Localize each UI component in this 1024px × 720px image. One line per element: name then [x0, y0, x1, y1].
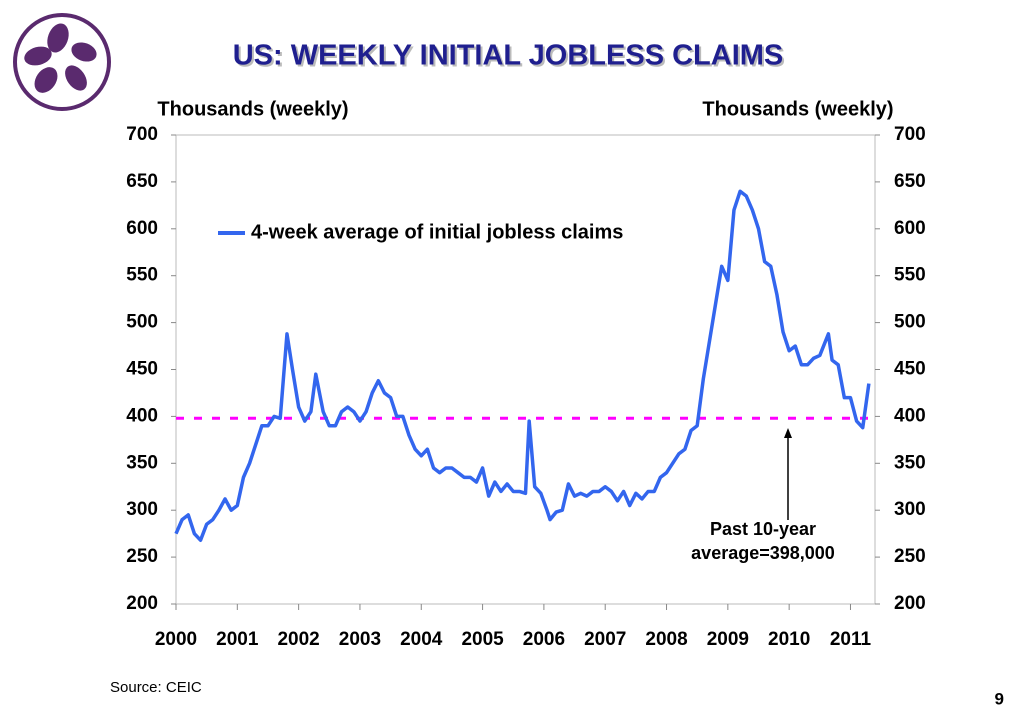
y2-tick-label: 350	[894, 452, 926, 473]
annotation: Past 10-year	[710, 519, 816, 539]
y-axis-label: Thousands (weekly)	[157, 98, 348, 120]
logo-flower	[24, 23, 97, 93]
x-tick-label: 2002	[277, 629, 319, 650]
y2-tick-label: 650	[894, 171, 926, 192]
x-tick-label: 2009	[707, 629, 749, 650]
y2-axis-label: Thousands (weekly)	[702, 98, 893, 120]
chart-title: US: WEEKLY INITIAL JOBLESS CLAIMS	[233, 40, 784, 72]
x-tick-label: 2010	[768, 629, 810, 650]
title-shadow: US: WEEKLY INITIAL JOBLESS CLAIMS	[235, 42, 786, 74]
y2-tick-label: 700	[894, 124, 926, 145]
y-tick-label: 350	[126, 452, 158, 473]
y-tick-label: 550	[126, 265, 158, 286]
legend-label: 4-week average of initial jobless claims	[251, 221, 623, 243]
y-tick-label: 250	[126, 546, 158, 567]
y2-tick-label: 550	[894, 265, 926, 286]
y-tick-label: 450	[126, 359, 158, 380]
x-tick-label: 2007	[584, 629, 626, 650]
arrow-head	[784, 428, 792, 438]
page-number: 9	[995, 689, 1004, 708]
source: Source: CEIC	[110, 679, 202, 696]
x-tick-label: 2006	[523, 629, 565, 650]
y2-tick-label: 250	[894, 546, 926, 567]
y-tick-label: 300	[126, 499, 158, 520]
logo	[13, 13, 111, 111]
series-line	[174, 189, 871, 542]
x-tick-label: 2011	[830, 629, 872, 650]
y2-tick-label: 450	[894, 359, 926, 380]
y-tick-label: 650	[126, 171, 158, 192]
y2-tick-label: 200	[894, 593, 926, 614]
y2-tick-label: 300	[894, 499, 926, 520]
y2-tick-label: 600	[894, 218, 926, 239]
y2-tick-label: 500	[894, 312, 926, 333]
annotation: average=398,000	[691, 543, 835, 563]
y-tick-label: 600	[126, 218, 158, 239]
x-tick-label: 2004	[400, 629, 443, 650]
y-tick-label: 500	[126, 312, 158, 333]
y-tick-label: 700	[126, 124, 158, 145]
x-tick-label: 2001	[216, 629, 259, 650]
x-tick-label: 2003	[339, 629, 381, 650]
y-tick-label: 400	[126, 405, 158, 426]
x-tick-label: 2005	[461, 629, 504, 650]
x-tick-label: 2008	[645, 629, 687, 650]
x-tick-label: 2000	[155, 629, 197, 650]
y2-tick-label: 400	[894, 405, 926, 426]
y-tick-label: 200	[126, 593, 158, 614]
